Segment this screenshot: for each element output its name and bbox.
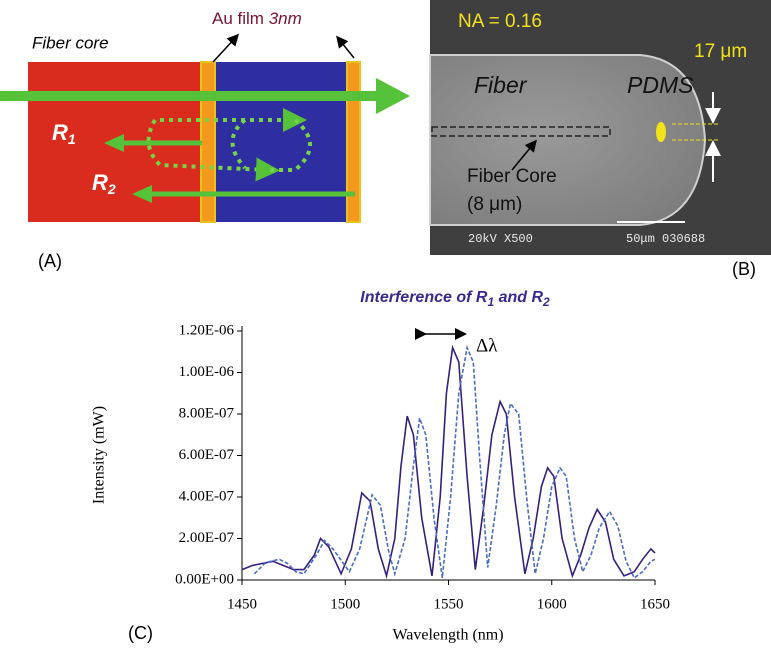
x-tick-label: 1450	[227, 596, 257, 612]
r2-label: R2	[92, 170, 116, 197]
sem-info: 50μm 030688	[626, 232, 705, 246]
x-tick-label: 1550	[434, 596, 464, 612]
series-line	[241, 344, 656, 580]
loop	[146, 118, 280, 182]
sem-info: 20kV X500	[468, 232, 533, 246]
au-film	[346, 61, 361, 223]
x-tick-label: 1650	[640, 596, 670, 612]
arrow-head	[104, 134, 124, 152]
pointer	[212, 33, 240, 63]
chart-title: Interference of R1 and R2	[360, 289, 550, 309]
panel-c: Interference of R1 and R2 (C) Wavelength…	[91, 289, 670, 643]
label: NA = 0.16	[458, 11, 542, 32]
y-axis-label: Intensity (mW)	[91, 406, 108, 504]
pointer	[336, 35, 355, 59]
y-tick-label: 6.00E-07	[179, 447, 235, 463]
au-film	[200, 61, 216, 223]
y-tick-label: 1.20E-06	[179, 322, 235, 338]
arrow-head	[376, 78, 410, 114]
panel-label: (C)	[128, 623, 153, 643]
core-spot	[656, 122, 666, 142]
label: Fiber core	[32, 33, 109, 52]
label: (8 μm)	[467, 194, 522, 215]
r1-label: R1	[52, 120, 76, 147]
y-tick-label: 0.00E+00	[175, 571, 234, 587]
label: PDMS	[627, 72, 694, 98]
annotation: Δλ	[476, 335, 498, 356]
x-axis-label: Wavelength (nm)	[392, 627, 503, 644]
label: Au film 3nm	[212, 9, 302, 28]
pointer	[511, 139, 537, 171]
pdms-block	[214, 62, 348, 222]
y-tick-label: 1.00E-06	[179, 364, 235, 380]
core-outline	[431, 126, 611, 137]
arrow-head	[132, 185, 152, 203]
label: Fiber Core	[467, 166, 557, 187]
panel-b: NA = 0.16 17 μm Fiber PDMS Fiber Core (8…	[429, 0, 771, 279]
label: Fiber	[474, 72, 528, 98]
label: 17 μm	[694, 41, 747, 62]
y-tick-label: 2.00E-07	[179, 530, 235, 546]
series-line	[253, 344, 656, 580]
panel-label: (B)	[732, 259, 756, 279]
y-tick-label: 4.00E-07	[179, 488, 235, 504]
panel-a: Fiber core Au film 3nm R1 R2 (A)	[0, 9, 410, 271]
x-tick-label: 1500	[330, 596, 360, 612]
y-tick-label: 8.00E-07	[179, 405, 235, 421]
panel-label: (A)	[38, 251, 62, 271]
x-tick-label: 1600	[537, 596, 567, 612]
